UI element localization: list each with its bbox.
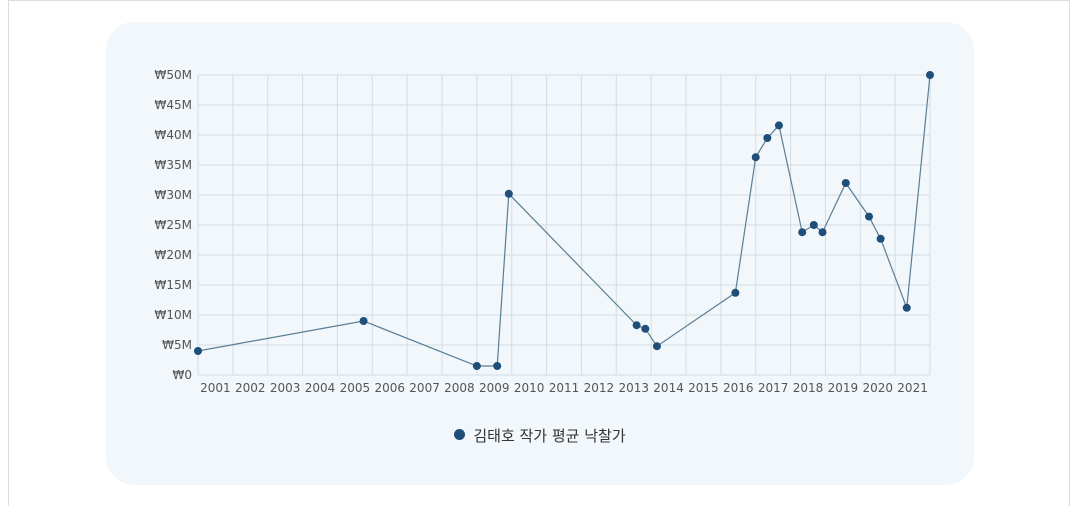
data-point[interactable] [194, 347, 202, 355]
y-tick-label: ₩10M [155, 308, 193, 322]
data-point[interactable] [818, 228, 827, 237]
data-point[interactable] [472, 362, 481, 370]
data-point[interactable] [359, 317, 368, 325]
data-point[interactable] [652, 342, 661, 351]
x-tick-label: 2017 [758, 381, 789, 395]
y-tick-label: ₩30M [155, 188, 193, 202]
x-tick-label: 2011 [549, 381, 580, 395]
x-tick-label: 2010 [514, 381, 545, 395]
chart-card [106, 22, 974, 485]
legend[interactable]: 김태호 작가 평균 낙찰가 [0, 425, 1080, 446]
x-tick-label: 2013 [618, 381, 649, 395]
series-line [197, 74, 931, 367]
x-tick-label: 2005 [340, 381, 371, 395]
x-tick-label: 2008 [444, 381, 475, 395]
x-tick-label: 2018 [793, 381, 824, 395]
x-tick-label: 2002 [235, 381, 266, 395]
y-tick-label: ₩40M [155, 128, 193, 142]
data-point[interactable] [841, 179, 850, 187]
x-tick-label: 2021 [897, 381, 928, 395]
y-tick-label: ₩50M [155, 68, 193, 82]
x-tick-label: 2016 [723, 381, 754, 395]
data-point[interactable] [809, 221, 818, 229]
data-point[interactable] [493, 362, 502, 370]
y-tick-label: ₩35M [155, 158, 193, 172]
x-tick-label: 2014 [653, 381, 684, 395]
data-point[interactable] [774, 121, 783, 130]
y-tick-label: ₩20M [155, 248, 193, 262]
x-tick-label: 2006 [374, 381, 405, 395]
data-point[interactable] [632, 321, 641, 330]
x-tick-label: 2003 [270, 381, 301, 395]
x-tick-label: 2009 [479, 381, 510, 395]
y-tick-label: ₩0 [173, 368, 193, 382]
x-tick-label: 2019 [828, 381, 859, 395]
legend-marker [454, 429, 466, 440]
data-point[interactable] [798, 228, 807, 237]
data-point[interactable] [731, 288, 740, 297]
data-point[interactable] [763, 134, 772, 142]
legend-label: 김태호 작가 평균 낙찰가 [473, 427, 626, 445]
x-tick-label: 2012 [584, 381, 615, 395]
x-tick-label: 2004 [305, 381, 336, 395]
x-tick-label: 2020 [862, 381, 893, 395]
y-tick-label: ₩5M [162, 338, 192, 352]
data-point[interactable] [926, 71, 934, 79]
data-point[interactable] [641, 324, 650, 333]
x-tick-label: 2001 [200, 381, 231, 395]
x-tick-label: 2007 [409, 381, 440, 395]
y-tick-label: ₩25M [155, 218, 193, 232]
data-point[interactable] [902, 303, 911, 312]
data-point[interactable] [751, 153, 760, 162]
data-point[interactable] [504, 189, 513, 198]
data-point[interactable] [876, 234, 885, 243]
y-tick-label: ₩15M [155, 278, 193, 292]
data-point[interactable] [865, 212, 873, 221]
x-tick-label: 2015 [688, 381, 719, 395]
y-tick-label: ₩45M [155, 98, 193, 112]
